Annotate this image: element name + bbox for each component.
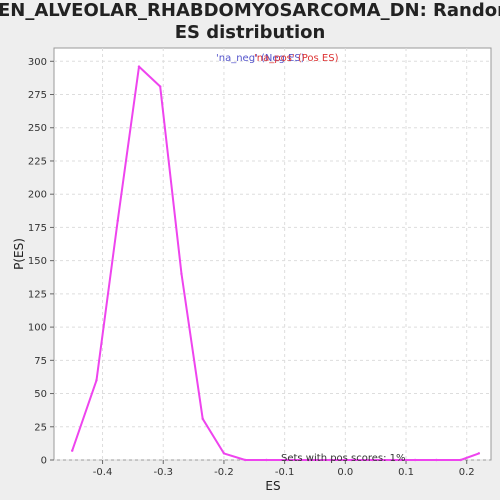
chart-title: REN_ALVEOLAR_RHABDOMYOSARCOMA_DN: Random… — [0, 0, 500, 44]
y-tick-label: 300 — [28, 57, 47, 68]
y-axis: 0 25 50 75 100 125 150 175 200 225 250 275 300 — [28, 57, 54, 467]
y-tick-label: 50 — [34, 389, 47, 400]
x-tick-label: -0.3 — [153, 467, 173, 478]
y-tick-label: 175 — [28, 223, 47, 234]
data-point — [307, 458, 311, 462]
legend: 'na_neg' (Neg ES) 'na_pos' (Pos ES) — [216, 53, 339, 64]
grid-lines — [54, 48, 491, 461]
y-tick-label: 75 — [34, 356, 47, 367]
y-tick-label: 225 — [28, 156, 47, 167]
data-point — [159, 85, 162, 88]
x-tick-label: -0.4 — [93, 467, 113, 478]
legend-item-neg: 'na_neg' (Neg ES) — [216, 53, 305, 64]
x-axis-label: ES — [265, 479, 280, 493]
data-point — [392, 458, 396, 462]
data-point — [137, 65, 141, 68]
plot-area — [53, 47, 492, 461]
y-tick-label: 275 — [28, 90, 47, 101]
y-tick-label: 0 — [41, 456, 47, 467]
series-line — [71, 65, 480, 461]
pos-scores-annotation: Sets with pos scores: 1% — [281, 453, 406, 464]
x-tick-label: 0.2 — [459, 467, 475, 478]
data-point — [371, 458, 374, 462]
data-point — [71, 449, 74, 452]
data-point — [243, 458, 247, 462]
data-point — [435, 458, 438, 462]
data-point — [350, 458, 353, 462]
y-tick-label: 25 — [34, 422, 47, 433]
y-tick-label: 100 — [28, 323, 47, 334]
y-tick-label: 200 — [28, 190, 47, 201]
y-axis-label: P(ES) — [12, 238, 26, 270]
data-point — [180, 272, 183, 276]
x-tick-label: -0.1 — [275, 467, 295, 478]
chart-title-line2: ES distribution — [174, 22, 326, 43]
data-point — [286, 458, 289, 462]
chart-title-line1: REN_ALVEOLAR_RHABDOMYOSARCOMA_DN: Random — [0, 0, 500, 21]
x-tick-label: 0.1 — [398, 467, 414, 478]
y-tick-label: 150 — [28, 256, 47, 267]
y-tick-label: 250 — [28, 123, 47, 134]
data-point — [459, 458, 462, 462]
x-tick-label: -0.2 — [214, 467, 234, 478]
data-point — [201, 417, 204, 420]
data-point — [222, 452, 226, 455]
data-point — [116, 219, 119, 222]
y-tick-label: 125 — [28, 289, 47, 300]
x-tick-label: 0.0 — [337, 467, 353, 478]
series-group — [71, 65, 481, 462]
data-point — [477, 452, 481, 455]
data-point — [413, 458, 417, 462]
data-point — [265, 458, 268, 462]
data-point — [328, 458, 332, 462]
legend-item-pos: 'na_pos' (Pos ES) — [254, 53, 339, 64]
data-point — [95, 379, 98, 382]
